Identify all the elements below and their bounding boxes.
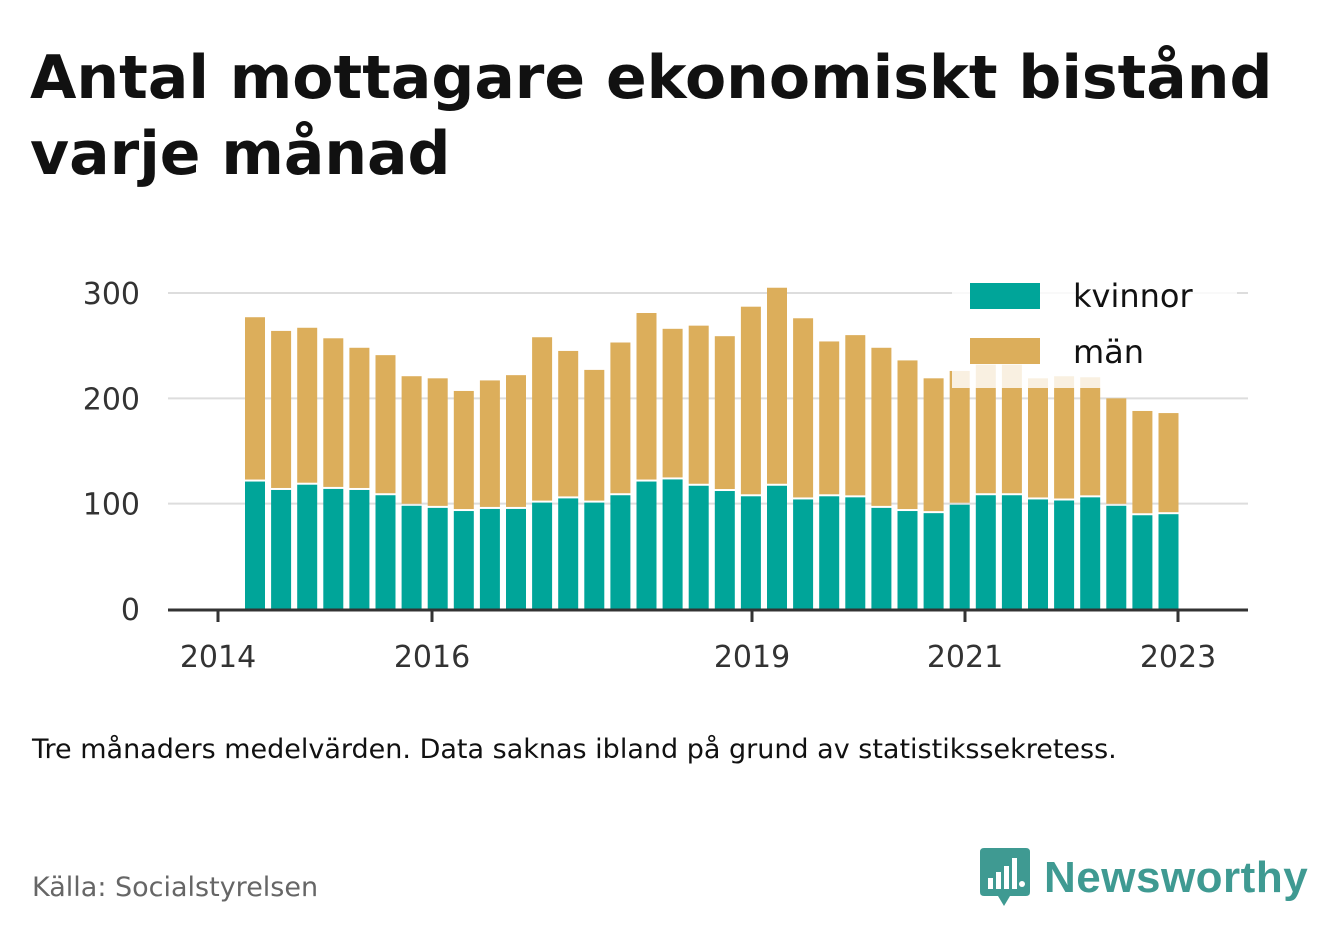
y-tick-label: 200 xyxy=(83,382,140,417)
bar-man xyxy=(636,313,657,480)
bar-kvinnor xyxy=(793,499,814,609)
bar-kvinnor xyxy=(245,481,265,609)
bar-kvinnor xyxy=(558,498,579,609)
bar-kvinnor xyxy=(532,502,553,609)
bar-kvinnor xyxy=(349,489,370,609)
bar-man xyxy=(819,341,840,495)
bars xyxy=(245,287,1179,609)
bar-man xyxy=(1132,410,1153,514)
x-tick-label: 2014 xyxy=(180,640,256,675)
bar-kvinnor xyxy=(584,502,605,609)
bar-man xyxy=(323,338,344,487)
bar-man xyxy=(1158,413,1179,513)
bar-kvinnor xyxy=(610,495,631,609)
legend-swatch-man xyxy=(970,338,1040,364)
bar-man xyxy=(975,364,996,494)
bar-man xyxy=(923,378,944,512)
bar-man xyxy=(349,347,370,488)
bar-man xyxy=(1080,377,1101,496)
bar-man xyxy=(949,370,970,503)
bar-kvinnor xyxy=(740,496,761,609)
bar-kvinnor xyxy=(819,496,840,609)
bar-kvinnor xyxy=(1080,497,1101,609)
y-tick-label: 300 xyxy=(83,277,140,312)
bar-man xyxy=(532,337,553,501)
bar-man xyxy=(584,369,605,501)
bar-kvinnor xyxy=(949,504,970,609)
bar-kvinnor xyxy=(923,513,944,609)
bar-kvinnor xyxy=(323,488,344,609)
bar-man xyxy=(845,335,866,496)
bar-man xyxy=(1106,398,1127,504)
bar-man xyxy=(1054,376,1075,499)
bar-kvinnor xyxy=(1028,499,1048,609)
bar-man xyxy=(871,347,892,506)
bar-kvinnor xyxy=(871,507,892,609)
bar-man xyxy=(245,317,265,480)
bar-kvinnor xyxy=(767,485,787,609)
bar-kvinnor xyxy=(897,511,918,609)
bar-man xyxy=(1001,364,1022,494)
bar-kvinnor xyxy=(1106,505,1127,609)
legend: kvinnor män xyxy=(952,268,1237,388)
bar-kvinnor xyxy=(1158,514,1179,609)
legend-swatch-kvinnor xyxy=(970,283,1040,309)
bar-man xyxy=(558,350,579,497)
bar-kvinnor xyxy=(427,507,448,609)
bar-kvinnor xyxy=(506,508,526,609)
legend-label-man: män xyxy=(1073,333,1144,371)
bar-kvinnor xyxy=(479,508,500,609)
bar-man xyxy=(793,318,814,498)
brand-logo[interactable]: Newsworthy xyxy=(980,848,1308,908)
bar-kvinnor xyxy=(375,495,396,609)
x-tick-label: 2016 xyxy=(394,640,470,675)
bar-man xyxy=(479,380,500,507)
x-tick-label: 2023 xyxy=(1140,640,1216,675)
bar-man xyxy=(271,330,292,488)
bar-man xyxy=(714,336,735,490)
bar-man xyxy=(767,287,787,484)
bar-kvinnor xyxy=(401,505,422,609)
chart-title: Antal mottagare ekonomiskt bistånd varje… xyxy=(30,43,1273,189)
bar-man xyxy=(740,306,761,495)
bar-kvinnor xyxy=(636,481,657,609)
bar-kvinnor xyxy=(1132,515,1153,609)
x-tick-label: 2019 xyxy=(714,640,790,675)
bar-kvinnor xyxy=(453,511,474,609)
bar-man xyxy=(427,378,448,506)
x-tick-label: 2021 xyxy=(927,640,1003,675)
bar-man xyxy=(401,376,422,504)
bar-man xyxy=(506,375,526,507)
bar-kvinnor xyxy=(975,495,996,609)
bar-kvinnor xyxy=(1001,495,1022,609)
bar-man xyxy=(375,355,396,494)
bar-kvinnor xyxy=(1054,500,1075,609)
newsworthy-logo-icon xyxy=(980,848,1030,906)
x-axis-ticks: 2014 2016 2019 2021 2023 xyxy=(180,610,1216,675)
bar-kvinnor xyxy=(662,479,683,609)
bar-man xyxy=(610,342,631,494)
y-axis-ticks: 0 100 200 300 xyxy=(83,277,140,628)
bar-kvinnor xyxy=(688,485,709,609)
bar-kvinnor xyxy=(297,484,318,609)
source-credit: Källa: Socialstyrelsen xyxy=(32,872,319,903)
y-tick-label: 0 xyxy=(121,593,140,628)
bar-man xyxy=(1028,378,1048,498)
bar-man xyxy=(897,360,918,510)
bar-man xyxy=(688,325,709,484)
bar-man xyxy=(297,327,318,483)
bar-kvinnor xyxy=(271,489,292,609)
legend-label-kvinnor: kvinnor xyxy=(1073,277,1194,315)
bar-man xyxy=(662,328,683,478)
bar-kvinnor xyxy=(845,497,866,609)
y-tick-label: 100 xyxy=(83,488,140,523)
bar-kvinnor xyxy=(714,491,735,609)
brand-name: Newsworthy xyxy=(1044,853,1309,902)
chart-note: Tre månaders medelvärden. Data saknas ib… xyxy=(32,734,1117,765)
bar-man xyxy=(453,390,474,510)
